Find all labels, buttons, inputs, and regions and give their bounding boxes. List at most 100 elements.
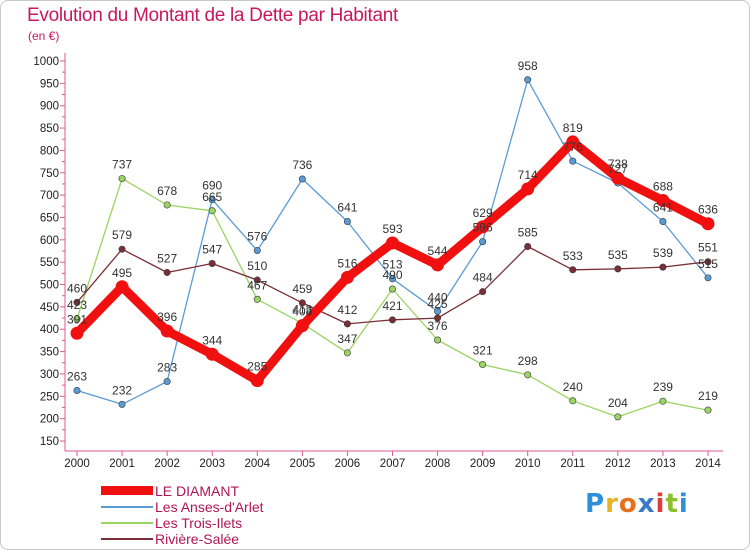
- legend-item-riviere-salee[interactable]: Rivière-Salée: [101, 531, 361, 547]
- y-tick-label: 250: [40, 391, 59, 403]
- data-point-le-diamant: [476, 220, 490, 234]
- series-layer: [70, 76, 715, 421]
- data-label-les-trois-ilets: 321: [473, 344, 493, 358]
- y-tick-label: 850: [40, 123, 59, 135]
- data-point-rivi-re-sal-e: [73, 298, 81, 306]
- data-label-les-trois-ilets: 240: [563, 380, 583, 394]
- data-point-rivi-re-sal-e: [524, 243, 532, 251]
- series-line-les-trois-ilets: [76, 177, 709, 418]
- brand-letter: r: [605, 489, 619, 519]
- data-point-les-trois-ilets: [704, 406, 712, 414]
- legend-label-trois-ilets: Les Trois-Ilets: [155, 515, 243, 531]
- y-tick-label: 1000: [33, 56, 59, 68]
- data-label-les-trois-ilets: 298: [518, 354, 538, 368]
- data-label-rivi-re-sal-e: 459: [292, 282, 312, 296]
- data-point-rivi-re-sal-e: [704, 258, 712, 266]
- data-label-les-trois-ilets: 737: [112, 158, 132, 172]
- y-tick-label: 300: [40, 369, 59, 381]
- data-point-le-diamant: [566, 135, 580, 149]
- data-point-les-trois-ilets: [569, 397, 577, 405]
- y-tick-label: 550: [40, 257, 59, 269]
- data-label-rivi-re-sal-e: 421: [382, 299, 402, 313]
- data-point-rivi-re-sal-e: [614, 265, 622, 273]
- data-point-les-anses-d-arlet: [253, 247, 261, 255]
- data-point-rivi-re-sal-e: [659, 263, 667, 271]
- chart-title: Evolution du Montant de la Dette par Hab…: [27, 5, 398, 26]
- data-point-le-diamant: [701, 217, 715, 231]
- data-label-les-anses-d-arlet: 513: [382, 258, 402, 272]
- chart-subtitle: (en €): [28, 29, 60, 43]
- data-point-le-diamant: [431, 258, 445, 272]
- x-tick-label: 2004: [244, 458, 270, 470]
- data-label-rivi-re-sal-e: 510: [247, 259, 267, 273]
- data-point-rivi-re-sal-e: [569, 266, 577, 274]
- data-point-les-trois-ilets: [388, 285, 396, 293]
- x-tick-label: 2002: [154, 458, 180, 470]
- data-label-les-trois-ilets: 219: [698, 389, 718, 403]
- data-label-les-anses-d-arlet: 232: [112, 383, 132, 397]
- data-label-les-trois-ilets: 423: [67, 298, 87, 312]
- data-point-les-anses-d-arlet: [343, 217, 351, 225]
- data-label-les-anses-d-arlet: 263: [67, 369, 87, 383]
- data-label-les-anses-d-arlet: 641: [653, 200, 673, 214]
- data-point-le-diamant: [250, 374, 264, 388]
- data-label-rivi-re-sal-e: 425: [428, 297, 448, 311]
- legend-item-anses-darlet[interactable]: Les Anses-d'Arlet: [101, 499, 361, 515]
- legend-item-trois-ilets[interactable]: Les Trois-Ilets: [101, 515, 361, 531]
- data-point-rivi-re-sal-e: [434, 314, 442, 322]
- data-label-rivi-re-sal-e: 533: [563, 249, 583, 263]
- data-point-le-diamant: [70, 326, 84, 340]
- data-label-le-diamant: 285: [247, 360, 267, 374]
- brand-letter: i: [678, 489, 689, 519]
- data-point-les-anses-d-arlet: [73, 386, 81, 394]
- data-label-le-diamant: 819: [563, 121, 583, 135]
- data-label-le-diamant: 688: [653, 179, 673, 193]
- x-tick-label: 2011: [560, 458, 585, 470]
- data-point-rivi-re-sal-e: [253, 276, 261, 284]
- x-tick-label: 2010: [515, 458, 541, 470]
- y-tick-label: 150: [40, 436, 59, 448]
- legend-swatch-trois-ilets: [101, 522, 153, 524]
- data-point-les-trois-ilets: [163, 201, 171, 209]
- data-point-le-diamant: [295, 319, 309, 333]
- axes: 150 200 250 300 350 400 450 500 550 600 650 700 750 8…: [33, 53, 723, 470]
- x-tick-label: 2009: [470, 458, 496, 470]
- proxiti-logo[interactable]: Proxiti: [585, 489, 689, 519]
- data-label-les-trois-ilets: 204: [608, 396, 628, 410]
- x-tick-label: 2007: [380, 458, 406, 470]
- data-point-le-diamant: [160, 324, 174, 338]
- data-label-le-diamant: 714: [518, 168, 538, 182]
- legend-swatch-anses-darlet: [101, 506, 153, 508]
- x-tick-label: 2012: [605, 458, 631, 470]
- data-label-les-trois-ilets: 678: [157, 184, 177, 198]
- x-tick-label: 2008: [425, 458, 451, 470]
- data-point-le-diamant: [115, 280, 129, 294]
- x-tick-label: 2006: [335, 458, 361, 470]
- data-point-les-anses-d-arlet: [163, 378, 171, 386]
- legend-item-diamant[interactable]: LE DIAMANT: [101, 483, 361, 499]
- data-point-le-diamant: [205, 347, 219, 361]
- y-tick-label: 700: [40, 190, 59, 202]
- data-point-les-anses-d-arlet: [298, 175, 306, 183]
- data-point-le-diamant: [656, 193, 670, 207]
- x-tick-label: 2005: [290, 458, 316, 470]
- data-point-rivi-re-sal-e: [479, 288, 487, 296]
- data-label-le-diamant: 495: [112, 266, 132, 280]
- legend-label-riviere-salee: Rivière-Salée: [155, 531, 240, 547]
- data-label-les-anses-d-arlet: 690: [202, 179, 222, 193]
- data-label-le-diamant: 636: [698, 203, 718, 217]
- data-label-les-anses-d-arlet: 440: [428, 290, 448, 304]
- data-point-les-anses-d-arlet: [208, 196, 216, 204]
- brand-letter: t: [665, 489, 679, 519]
- data-label-les-anses-d-arlet: 515: [698, 257, 718, 271]
- legend-swatch-riviere-salee: [101, 538, 153, 540]
- data-label-les-trois-ilets: 490: [382, 268, 402, 282]
- data-label-rivi-re-sal-e: 551: [698, 241, 718, 255]
- y-tick-label: 400: [40, 324, 59, 336]
- data-label-les-trois-ilets: 665: [202, 190, 222, 204]
- x-tick-label: 2013: [650, 458, 676, 470]
- data-label-le-diamant: 516: [337, 256, 357, 270]
- y-tick-label: 600: [40, 235, 59, 247]
- data-label-rivi-re-sal-e: 585: [518, 226, 538, 240]
